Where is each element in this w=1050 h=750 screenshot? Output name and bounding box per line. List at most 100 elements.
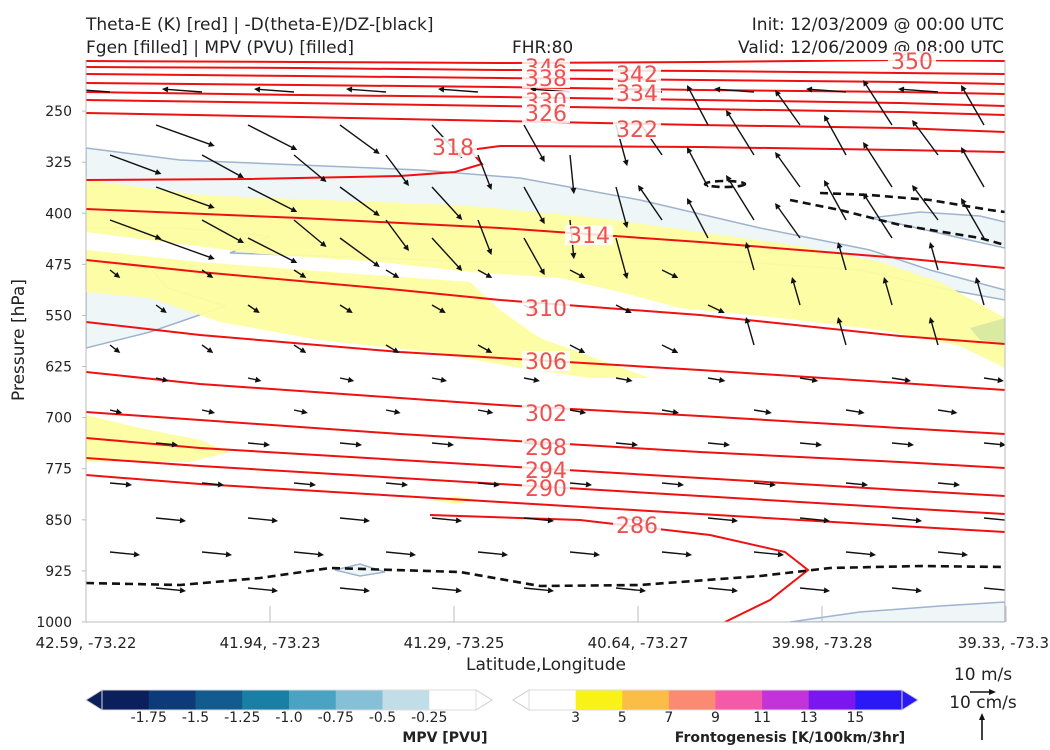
wind-vector <box>661 481 684 488</box>
wind-vector <box>928 317 939 346</box>
svg-text:306: 306 <box>525 350 567 375</box>
wind-vector <box>983 441 1005 448</box>
wind-vector <box>339 587 370 594</box>
fgen-fill-region <box>86 180 1005 368</box>
wind-vector <box>477 408 494 415</box>
theta-e-contour <box>86 457 1005 515</box>
wind-vector <box>109 551 140 558</box>
wind-vector <box>477 344 493 353</box>
wind-vector <box>293 481 316 488</box>
wind-vector <box>385 219 409 252</box>
y-axis-ticks: 250 325 400 475 550 625 700 775 850 925 1000 <box>36 104 86 631</box>
wind-vector <box>339 237 380 268</box>
y-tick-label: 625 <box>45 360 72 376</box>
wind-vectors <box>86 80 1005 594</box>
colorbar-swatch <box>289 690 337 710</box>
wind-vector <box>201 219 245 244</box>
theta-e-label: 306 <box>522 350 570 375</box>
wind-vector <box>615 441 638 448</box>
y-tick-label: 775 <box>45 462 72 478</box>
theta-e-label: 338 <box>522 67 570 92</box>
y-tick-label: 1000 <box>36 615 72 631</box>
wind-vector <box>109 154 162 175</box>
theta-e-label: 310 <box>522 297 570 322</box>
colorbar-extend-right <box>475 689 493 711</box>
fgen-tick-label: 9 <box>711 710 720 726</box>
wind-reference-key: 10 m/s 10 cm/s <box>949 665 1017 740</box>
wind-vector <box>638 185 663 221</box>
colorbar-swatch <box>148 690 196 710</box>
svg-text:302: 302 <box>525 402 567 427</box>
wind-vector <box>155 587 186 594</box>
wind-vector <box>863 142 893 188</box>
wind-vector <box>431 186 463 221</box>
colorbar-swatch <box>808 690 856 710</box>
wind-vector <box>799 441 822 448</box>
colorbar-swatch <box>195 690 243 710</box>
y-tick-label: 550 <box>45 308 72 324</box>
wind-vector <box>928 242 939 271</box>
wind-vector <box>891 517 922 524</box>
wind-vector <box>339 376 355 383</box>
wind-vector <box>775 90 801 126</box>
wind-vector <box>615 376 633 383</box>
wind-vector <box>293 219 327 248</box>
wind-vector <box>863 80 893 126</box>
wind-vector <box>569 344 586 353</box>
fgen-tick-label: 13 <box>800 710 818 726</box>
wind-vector <box>707 587 738 594</box>
init-time: Init: 12/03/2009 @ 00:00 UTC <box>752 15 1004 35</box>
wind-vector <box>836 317 847 346</box>
wind-vector <box>247 587 278 594</box>
wind-vector <box>247 517 278 524</box>
colorbar-swatch <box>382 690 430 710</box>
wind-vector <box>707 517 738 524</box>
mpv-tick-label: -0.75 <box>318 710 354 726</box>
svg-text:298: 298 <box>525 436 567 461</box>
wind-vector <box>615 186 629 229</box>
svg-text:338: 338 <box>525 67 567 92</box>
wind-vector <box>155 376 169 383</box>
theta-e-contour <box>429 514 810 622</box>
x-tick-label: 39.33, -73.3 <box>958 634 1049 652</box>
wind-vector <box>983 587 1005 591</box>
valid-time: Valid: 12/06/2009 @ 08:00 UTC <box>738 38 1004 58</box>
wind-ref-vertical: 10 cm/s <box>949 693 1017 713</box>
x-tick-label: 42.59, -73.22 <box>36 634 137 652</box>
colorbar-swatch <box>575 690 623 710</box>
y-tick-label: 850 <box>45 513 72 529</box>
y-tick-label: 325 <box>45 155 72 171</box>
theta-e-label: 318 <box>429 136 477 161</box>
wind-vector <box>346 86 387 93</box>
colorbar-swatch <box>102 690 150 710</box>
wind-vector <box>247 124 298 151</box>
wind-vector <box>961 147 985 188</box>
y-tick-label: 475 <box>45 257 72 273</box>
wind-vector <box>109 481 132 488</box>
wind-vector <box>845 551 876 558</box>
mpv-fill-region <box>789 601 1005 622</box>
wind-vector <box>523 376 540 383</box>
theta-e-label: 334 <box>613 82 661 107</box>
theta-e-contour <box>86 411 1005 469</box>
wind-vector <box>339 441 362 448</box>
fgen-tick-label: 11 <box>753 710 771 726</box>
wind-vector <box>477 551 508 558</box>
x-tick-label: 39.98, -73.28 <box>772 634 873 652</box>
y-tick-label: 400 <box>45 206 72 222</box>
wind-vector <box>431 441 454 448</box>
wind-vector <box>431 517 462 524</box>
x-axis-label: Latitude,Longitude <box>466 655 626 675</box>
wind-vector <box>201 154 245 179</box>
x-axis-ticks: 42.59, -73.22 41.94, -73.23 41.29, -73.25 4… <box>36 606 1049 652</box>
wind-vector <box>523 587 554 594</box>
wind-vector <box>799 517 830 524</box>
wind-vector <box>247 237 298 264</box>
theta-e-label: 298 <box>522 436 570 461</box>
wind-vector <box>912 120 939 156</box>
dtheta-dz-contour <box>819 191 1005 214</box>
wind-vector <box>155 441 178 448</box>
dtheta-dz-contours <box>86 179 1005 588</box>
wind-vector <box>661 344 679 354</box>
y-tick-label: 700 <box>45 411 72 427</box>
